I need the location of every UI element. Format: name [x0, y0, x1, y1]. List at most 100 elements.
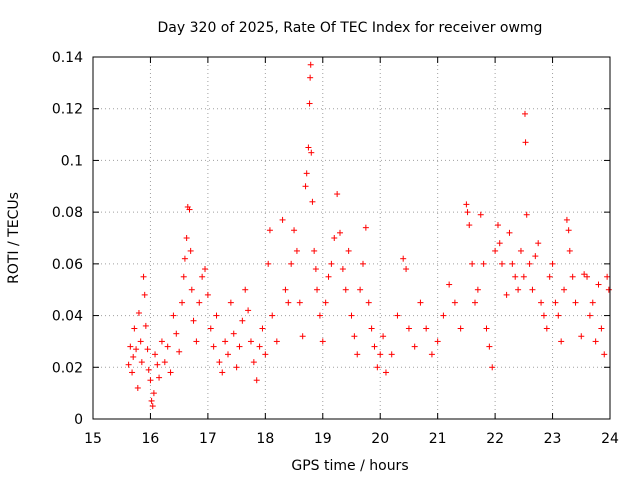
- data-point: [477, 211, 484, 218]
- data-point: [181, 255, 188, 262]
- data-point: [494, 222, 501, 229]
- data-point: [279, 216, 286, 223]
- data-point: [288, 260, 295, 267]
- data-point: [145, 366, 152, 373]
- data-point: [130, 353, 137, 360]
- data-point: [362, 224, 369, 231]
- data-point: [496, 240, 503, 247]
- data-point: [199, 273, 206, 280]
- data-point: [506, 229, 513, 236]
- data-point: [138, 359, 145, 366]
- data-point: [480, 260, 487, 267]
- y-tick-label: 0.08: [52, 205, 83, 221]
- data-point: [521, 110, 528, 117]
- data-point: [219, 369, 226, 376]
- data-point: [176, 348, 183, 355]
- data-point: [464, 209, 471, 216]
- data-point: [210, 343, 217, 350]
- data-point: [489, 364, 496, 371]
- data-point: [529, 286, 536, 293]
- data-point: [540, 312, 547, 319]
- data-point: [400, 255, 407, 262]
- data-point: [307, 61, 314, 68]
- data-point: [417, 299, 424, 306]
- y-tick-label: 0.06: [52, 257, 83, 273]
- data-point: [319, 338, 326, 345]
- data-point: [204, 291, 211, 298]
- plot-frame: [92, 56, 611, 420]
- data-point: [578, 333, 585, 340]
- data-point: [371, 343, 378, 350]
- y-tick-label: 0.02: [52, 360, 83, 376]
- data-point: [202, 266, 209, 273]
- data-point: [382, 369, 389, 376]
- data-point: [296, 299, 303, 306]
- data-point: [239, 317, 246, 324]
- data-point: [546, 273, 553, 280]
- data-point: [158, 338, 165, 345]
- data-point: [293, 247, 300, 254]
- data-point: [148, 397, 155, 404]
- data-point: [377, 351, 384, 358]
- data-point: [566, 247, 573, 254]
- data-point: [354, 351, 361, 358]
- data-point: [266, 227, 273, 234]
- data-point: [236, 343, 243, 350]
- data-point: [305, 144, 312, 151]
- data-point: [499, 260, 506, 267]
- data-point: [543, 325, 550, 332]
- data-point: [584, 273, 591, 280]
- data-point: [179, 299, 186, 306]
- data-point: [164, 343, 171, 350]
- data-point: [127, 343, 134, 350]
- x-tick-label: 15: [84, 431, 102, 447]
- data-point: [492, 247, 499, 254]
- data-point: [345, 247, 352, 254]
- data-point: [357, 286, 364, 293]
- data-point: [262, 351, 269, 358]
- x-axis-label: GPS time / hours: [291, 458, 408, 474]
- data-point: [388, 351, 395, 358]
- data-point: [150, 390, 157, 397]
- data-point: [250, 359, 257, 366]
- y-axis-label: ROTI / TECUs: [6, 192, 22, 284]
- data-point: [309, 198, 316, 205]
- data-point: [558, 338, 565, 345]
- data-point: [532, 253, 539, 260]
- data-point: [368, 325, 375, 332]
- data-point: [325, 273, 332, 280]
- data-point: [299, 333, 306, 340]
- data-point: [483, 325, 490, 332]
- data-point: [348, 312, 355, 319]
- data-point: [253, 377, 260, 384]
- data-point: [394, 312, 401, 319]
- data-point: [142, 322, 149, 329]
- data-point: [428, 351, 435, 358]
- data-point: [595, 281, 602, 288]
- data-point: [472, 299, 479, 306]
- data-point: [517, 247, 524, 254]
- data-point: [601, 351, 608, 358]
- data-point: [561, 286, 568, 293]
- data-point: [186, 206, 193, 213]
- data-point: [227, 299, 234, 306]
- data-point: [307, 74, 314, 81]
- data-point: [207, 325, 214, 332]
- data-point: [434, 338, 441, 345]
- data-point: [523, 211, 530, 218]
- data-points: [125, 61, 612, 410]
- data-point: [180, 273, 187, 280]
- data-point: [311, 247, 318, 254]
- data-point: [167, 369, 174, 376]
- data-point: [303, 170, 310, 177]
- data-point: [555, 312, 562, 319]
- data-point: [213, 312, 220, 319]
- data-point: [302, 183, 309, 190]
- data-point: [308, 149, 315, 156]
- data-point: [322, 299, 329, 306]
- data-point: [242, 286, 249, 293]
- y-tick-label: 0: [74, 412, 83, 428]
- data-point: [405, 325, 412, 332]
- data-point: [351, 333, 358, 340]
